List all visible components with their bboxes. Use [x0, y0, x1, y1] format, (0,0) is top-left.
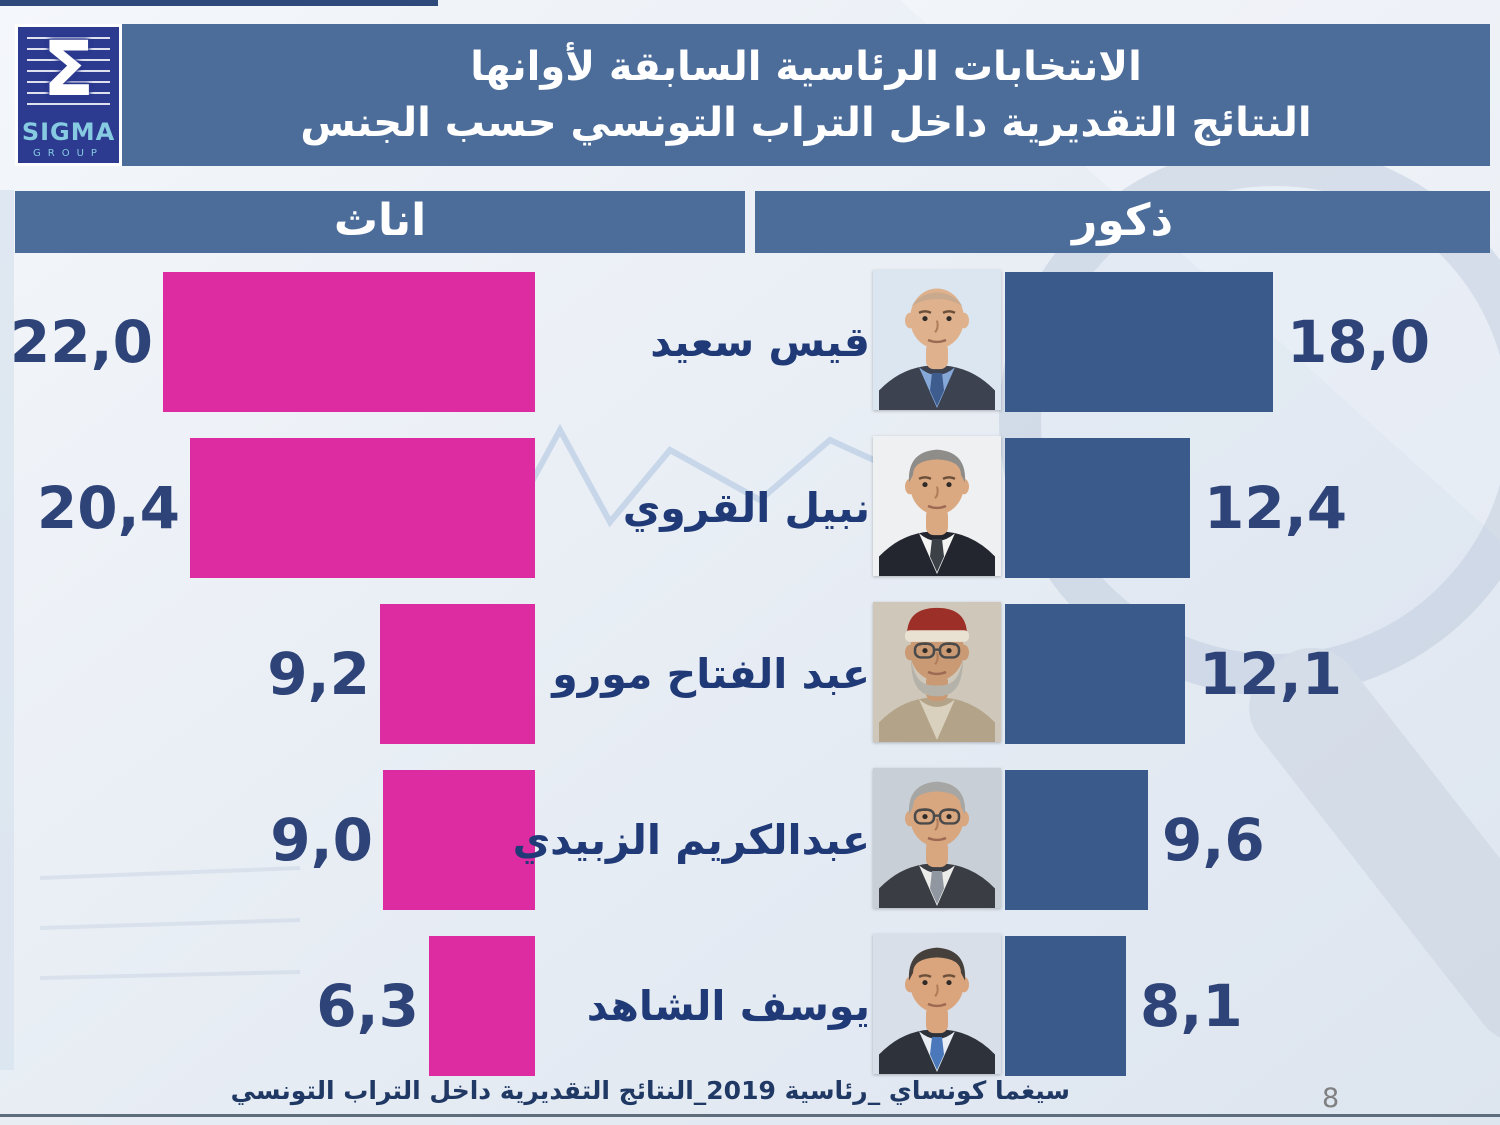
female-bar — [380, 604, 535, 744]
logo-brand-text: SIGMA — [21, 118, 116, 146]
male-value-label: 9,6 — [1162, 806, 1265, 874]
table-row: 9,0 عبدالكريم الزبيدي 9,6 — [0, 760, 1500, 926]
table-row: 9,2 عبد الفتاح مورو 12,1 — [0, 594, 1500, 760]
sigma-symbol-icon: Σ — [42, 24, 95, 113]
column-header-males: ذكور — [755, 191, 1490, 253]
title-line-1: الانتخابات الرئاسية السابقة لأوانها — [470, 44, 1142, 90]
female-bar — [429, 936, 535, 1076]
sigma-logo: Σ SIGMA GROUP — [15, 24, 122, 166]
male-bar — [1005, 604, 1185, 744]
slide-title: الانتخابات الرئاسية السابقة لأوانها النت… — [122, 24, 1490, 166]
male-value-label: 8,1 — [1140, 972, 1243, 1040]
table-row: 22,0 قيس سعيد 18,0 — [0, 262, 1500, 428]
female-bar — [190, 438, 535, 578]
portrait-kais-saied — [873, 270, 1001, 410]
title-line-2: النتائج التقديرية داخل التراب التونسي حس… — [300, 100, 1312, 146]
footer-caption: سيغما كونساي _رئاسية 2019_النتائج التقدي… — [230, 1076, 1070, 1105]
portrait-nabil-karoui — [873, 436, 1001, 576]
candidate-name: عبدالكريم الزبيدي — [512, 816, 870, 864]
female-bar — [163, 272, 535, 412]
male-bar — [1005, 770, 1148, 910]
candidate-photo — [873, 270, 1001, 410]
female-value-label: 9,0 — [270, 806, 373, 874]
male-bar — [1005, 936, 1126, 1076]
candidate-photo — [873, 768, 1001, 908]
candidate-name: قيس سعيد — [650, 318, 870, 366]
candidate-name: نبيل القروي — [622, 484, 870, 532]
logo-lines-decoration — [27, 37, 110, 111]
female-bar — [383, 770, 535, 910]
male-value-label: 12,1 — [1199, 640, 1343, 708]
female-value-label: 6,3 — [316, 972, 419, 1040]
table-row: 20,4 نبيل القروي 12,4 — [0, 428, 1500, 594]
candidate-photo — [873, 934, 1001, 1074]
portrait-abdelfattah-mourou — [873, 602, 1001, 742]
candidate-name: عبد الفتاح مورو — [552, 650, 870, 698]
top-edge-strip — [0, 0, 438, 6]
page-number: 8 — [1322, 1083, 1340, 1114]
candidate-photo — [873, 602, 1001, 742]
table-row: 6,3 يوسف الشاهد 8,1 — [0, 926, 1500, 1092]
logo-subbrand-text: GROUP — [33, 148, 104, 159]
female-value-label: 9,2 — [267, 640, 370, 708]
candidate-name: يوسف الشاهد — [586, 982, 870, 1030]
male-bar — [1005, 272, 1273, 412]
portrait-youssef-chahed — [873, 934, 1001, 1074]
column-header-females: اناث — [15, 191, 745, 253]
bottom-border — [0, 1114, 1500, 1117]
male-value-label: 18,0 — [1287, 308, 1431, 376]
female-value-label: 22,0 — [9, 308, 153, 376]
female-value-label: 20,4 — [36, 474, 180, 542]
portrait-abdelkarim-zbidi — [873, 768, 1001, 908]
male-value-label: 12,4 — [1204, 474, 1348, 542]
male-bar — [1005, 438, 1190, 578]
candidate-photo — [873, 436, 1001, 576]
